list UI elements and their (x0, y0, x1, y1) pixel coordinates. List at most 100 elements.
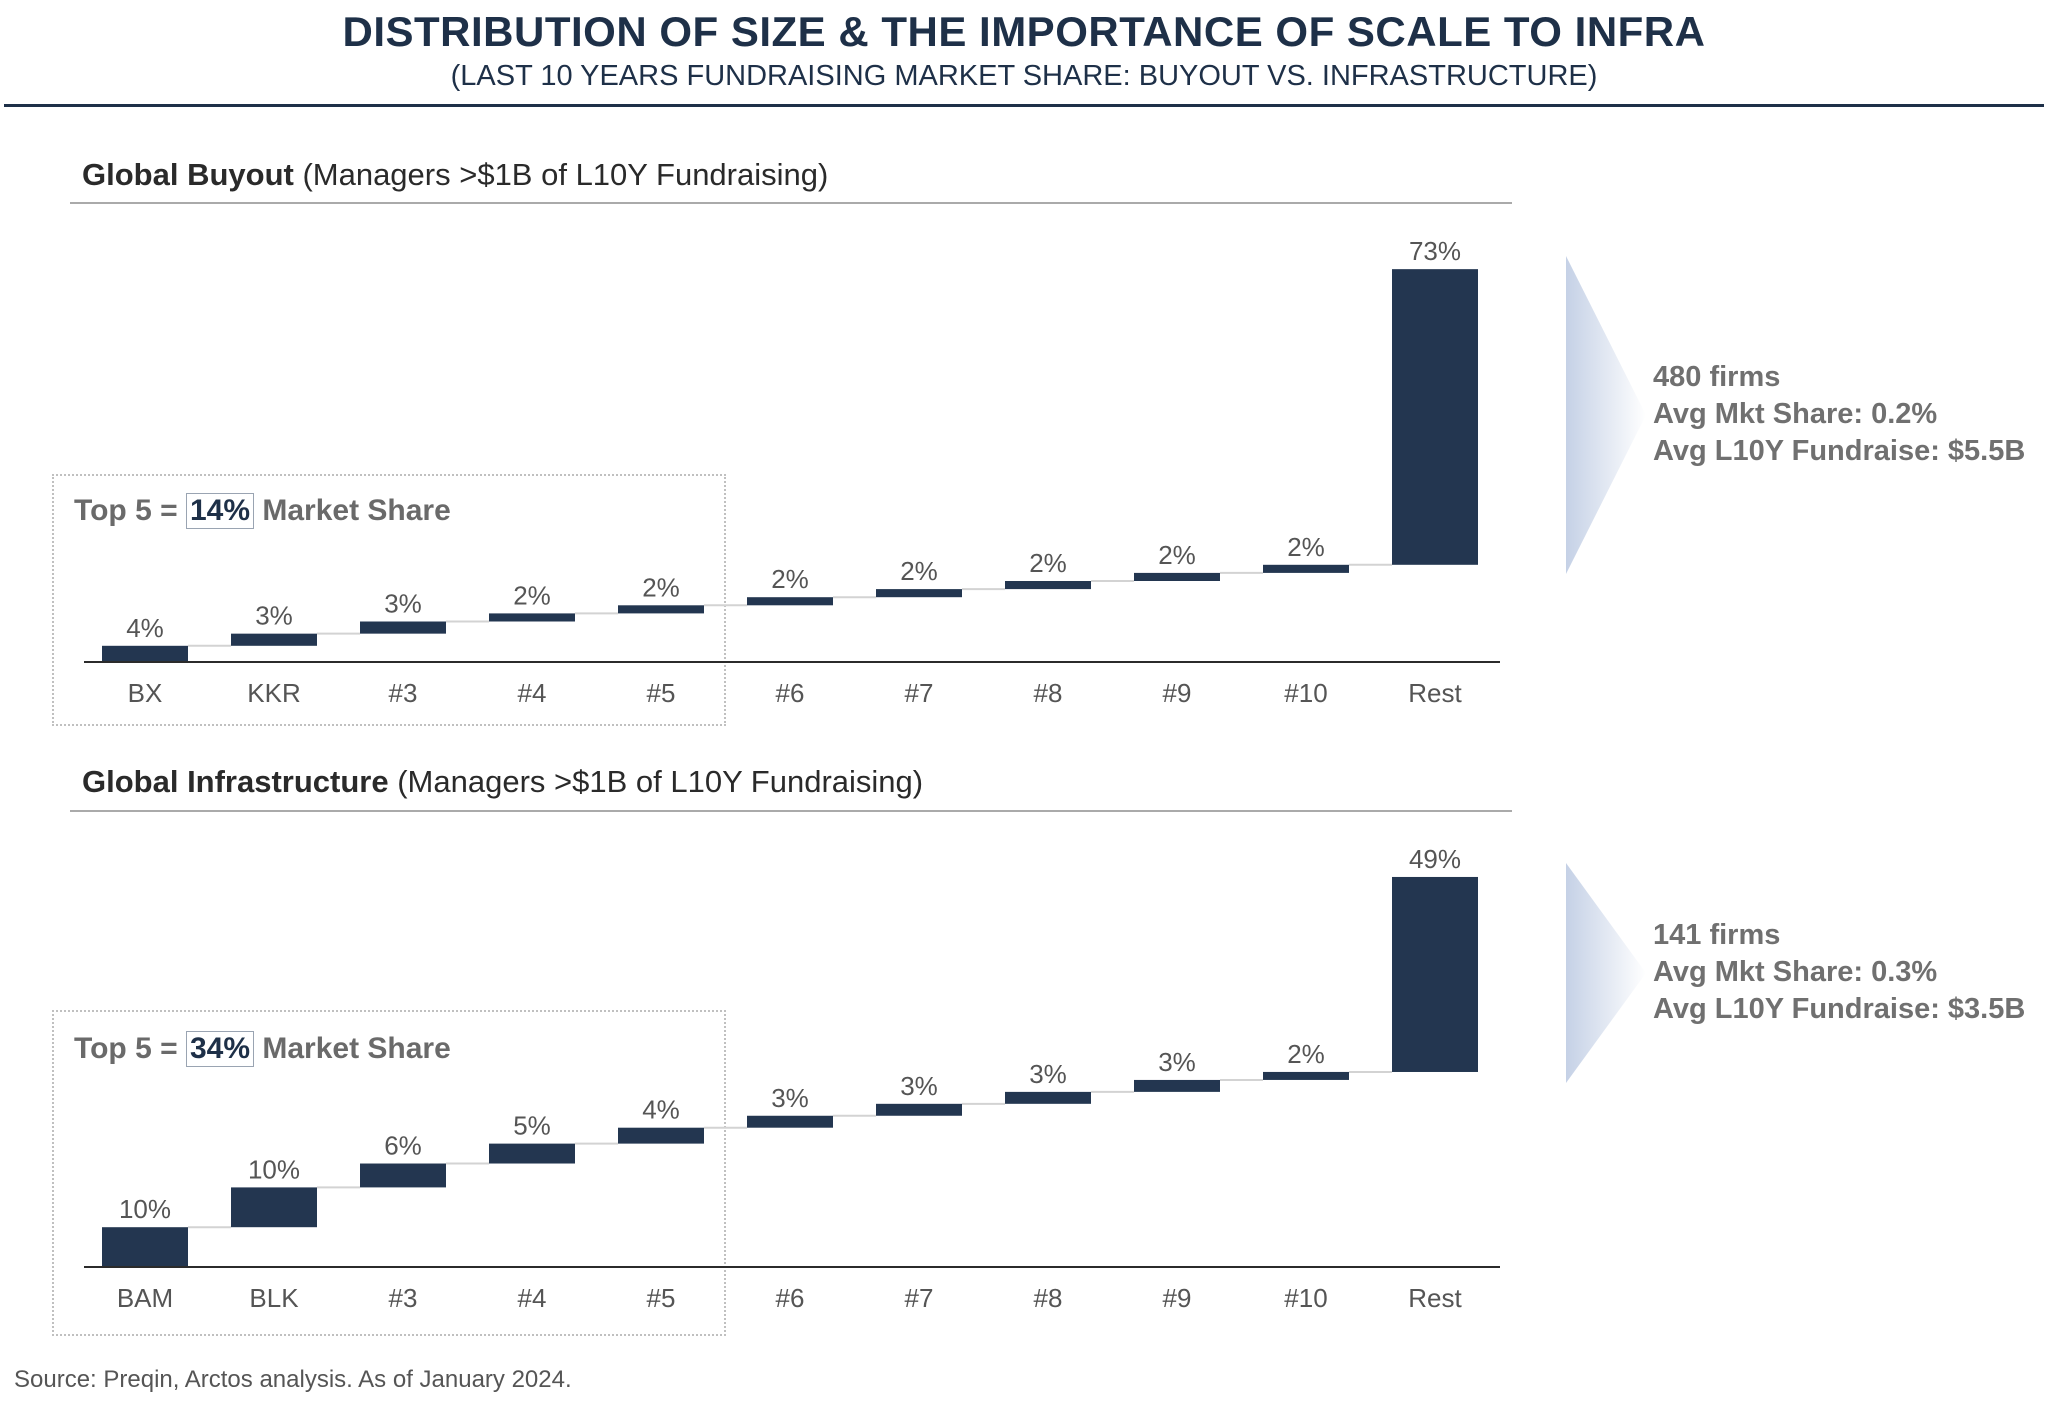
infra-data-label-blk: 10% (248, 1154, 300, 1184)
buyout-data-label-n6: 2% (771, 564, 809, 594)
infra-section-title: Global Infrastructure (Managers >$1B of … (82, 764, 923, 800)
buyout-arrow-shape (1566, 256, 1646, 574)
buyout-category-label-n4: #4 (518, 678, 547, 708)
buyout-bar-n9 (1134, 572, 1220, 581)
page-title: DISTRIBUTION OF SIZE & THE IMPORTANCE OF… (342, 8, 1706, 55)
infra-title-bold: Global Infrastructure (82, 764, 389, 799)
infra-waterfall-chart: 10% BAM 10% BLK 6% #3 5% #4 4% #5 3% #6 3% #7 3% #8 3% #9… (84, 844, 1500, 1313)
infra-bar-bam (102, 1227, 188, 1267)
buyout-bar-n6 (747, 597, 833, 606)
infra-summary-avg-share: Avg Mkt Share: 0.3% (1653, 956, 1938, 988)
infra-bar-blk (231, 1187, 317, 1228)
infra-top5-value: 34% (185, 1031, 255, 1067)
buyout-top5-box (52, 474, 726, 726)
infra-data-label-n8: 3% (1029, 1059, 1067, 1089)
infra-data-label-n7: 3% (900, 1071, 938, 1101)
buyout-summary-avg-share: Avg Mkt Share: 0.2% (1653, 398, 1938, 430)
infra-bar-n6 (747, 1115, 833, 1128)
infra-category-label-n5: #5 (647, 1283, 676, 1313)
title-divider (4, 104, 2044, 107)
infra-bar-n7 (876, 1103, 962, 1116)
buyout-bar-n7 (876, 589, 962, 598)
buyout-bar-bx (102, 645, 188, 662)
buyout-category-label-rest: Rest (1408, 678, 1462, 708)
infra-section-divider (70, 810, 1512, 812)
buyout-data-label-bx: 4% (126, 613, 164, 643)
infra-top5-prefix: Top 5 = (74, 1032, 186, 1065)
buyout-summary-firms: 480 firms (1653, 361, 1781, 393)
buyout-bar-n10 (1263, 564, 1349, 573)
buyout-category-label-n7: #7 (905, 678, 934, 708)
buyout-data-label-n3: 3% (384, 589, 422, 619)
buyout-data-label-n8: 2% (1029, 548, 1067, 578)
source-note: Source: Preqin, Arctos analysis. As of J… (14, 1366, 572, 1393)
infra-data-label-n9: 3% (1158, 1047, 1196, 1077)
buyout-section-title: Global Buyout (Managers >$1B of L10Y Fun… (82, 157, 828, 193)
buyout-bar-n5 (618, 605, 704, 614)
buyout-category-label-n10: #10 (1284, 678, 1327, 708)
infra-top5-suffix: Market Share (254, 1032, 451, 1065)
buyout-bar-rest (1392, 269, 1478, 565)
infra-bar-n4 (489, 1143, 575, 1164)
buyout-category-label-n9: #9 (1163, 678, 1192, 708)
buyout-data-label-n10: 2% (1287, 532, 1325, 562)
infra-summary-firms: 141 firms (1653, 919, 1781, 951)
buyout-section-divider (70, 202, 1512, 204)
infra-category-label-n7: #7 (905, 1283, 934, 1313)
infra-bar-n9 (1134, 1079, 1220, 1092)
buyout-top5-label: Top 5 = 14% Market Share (74, 493, 451, 529)
buyout-data-label-n9: 2% (1158, 540, 1196, 570)
infra-data-label-rest: 49% (1409, 844, 1461, 874)
infra-arrow-shape (1566, 863, 1646, 1083)
buyout-data-label-rest: 73% (1409, 236, 1461, 266)
infra-bar-rest (1392, 876, 1478, 1072)
infra-data-label-n4: 5% (513, 1111, 551, 1141)
buyout-category-label-kkr: KKR (247, 678, 300, 708)
buyout-bar-n8 (1005, 581, 1091, 590)
infra-category-label-blk: BLK (249, 1283, 299, 1313)
infra-category-label-n3: #3 (389, 1283, 418, 1313)
infra-data-label-n10: 2% (1287, 1039, 1325, 1069)
infra-data-label-n3: 6% (384, 1131, 422, 1161)
infra-title-rest: (Managers >$1B of L10Y Fundraising) (388, 764, 924, 799)
buyout-bar-n3 (360, 621, 446, 634)
infra-category-label-n10: #10 (1284, 1283, 1327, 1313)
buyout-bar-n4 (489, 613, 575, 622)
infra-category-label-bam: BAM (117, 1283, 173, 1313)
infra-bar-n5 (618, 1127, 704, 1144)
buyout-category-label-n8: #8 (1034, 678, 1063, 708)
infra-bar-n3 (360, 1163, 446, 1188)
buyout-data-label-n7: 2% (900, 556, 938, 586)
infra-summary-avg-fundraise: Avg L10Y Fundraise: $3.5B (1653, 993, 2026, 1025)
buyout-title-rest: (Managers >$1B of L10Y Fundraising) (293, 157, 829, 192)
infra-top5-label: Top 5 = 34% Market Share (74, 1031, 451, 1067)
infra-category-label-n9: #9 (1163, 1283, 1192, 1313)
infra-data-label-bam: 10% (119, 1194, 171, 1224)
infra-data-label-n6: 3% (771, 1083, 809, 1113)
buyout-data-label-n5: 2% (642, 572, 680, 602)
buyout-category-label-n6: #6 (776, 678, 805, 708)
infra-top5-box (52, 1010, 726, 1336)
infra-category-label-n6: #6 (776, 1283, 805, 1313)
buyout-bar-kkr (231, 633, 317, 646)
buyout-waterfall-chart: 4% BX 3% KKR 3% #3 2% #4 2% #5 2% #6 2% #7 2% #8 2% #9 2% #… (84, 236, 1500, 708)
infra-data-label-n5: 4% (642, 1095, 680, 1125)
infra-bar-n8 (1005, 1091, 1091, 1104)
infra-summary: 141 firms Avg Mkt Share: 0.3% Avg L10Y F… (1653, 917, 2025, 1028)
buyout-top5-prefix: Top 5 = (74, 494, 186, 527)
buyout-top5-suffix: Market Share (254, 494, 451, 527)
infra-category-label-n4: #4 (518, 1283, 547, 1313)
buyout-summary: 480 firms Avg Mkt Share: 0.2% Avg L10Y F… (1653, 359, 2025, 470)
buyout-category-label-bx: BX (128, 678, 163, 708)
buyout-top5-value: 14% (185, 493, 255, 529)
page-subtitle: (LAST 10 YEARS FUNDRAISING MARKET SHARE:… (450, 60, 1598, 92)
infra-bar-n10 (1263, 1071, 1349, 1080)
infra-category-label-rest: Rest (1408, 1283, 1462, 1313)
buyout-category-label-n5: #5 (647, 678, 676, 708)
buyout-summary-avg-fundraise: Avg L10Y Fundraise: $5.5B (1653, 435, 2026, 467)
infra-category-label-n8: #8 (1034, 1283, 1063, 1313)
buyout-data-label-kkr: 3% (255, 601, 293, 631)
buyout-category-label-n3: #3 (389, 678, 418, 708)
buyout-title-bold: Global Buyout (82, 157, 294, 192)
